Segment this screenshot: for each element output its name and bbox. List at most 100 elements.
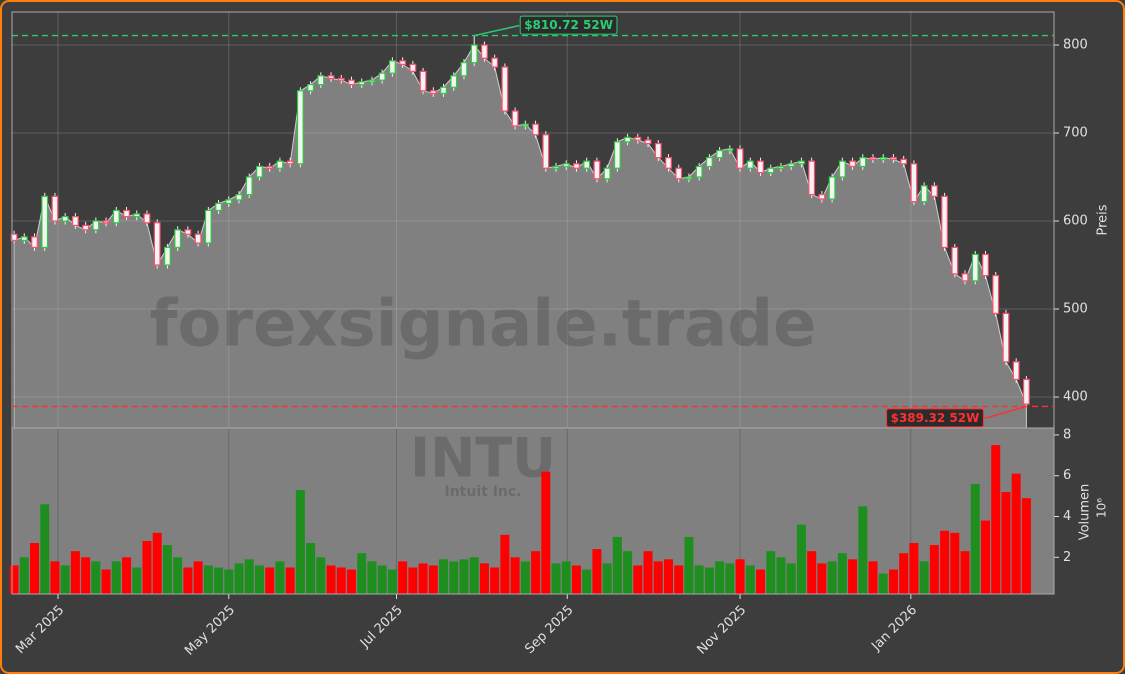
volume-bar xyxy=(766,551,776,594)
volume-bar xyxy=(582,569,592,594)
candle-body xyxy=(562,163,570,168)
volume-y-tick-label: 6 xyxy=(1063,468,1071,483)
volume-bar xyxy=(888,569,898,594)
volume-bar xyxy=(643,551,653,594)
candle-body xyxy=(317,75,325,86)
candle-body xyxy=(777,165,785,169)
volume-bar xyxy=(510,557,520,594)
candle-body xyxy=(123,209,130,218)
candle-body xyxy=(613,141,621,169)
volume-y-tick-label: 4 xyxy=(1063,509,1071,524)
volume-bar xyxy=(602,563,612,594)
ticker-watermark: INTU xyxy=(410,427,556,490)
volume-bar xyxy=(776,557,786,594)
candle-body xyxy=(470,44,478,64)
volume-bar xyxy=(418,563,428,594)
volume-bar xyxy=(878,573,888,594)
candle-body xyxy=(532,123,539,136)
volume-bar xyxy=(203,565,213,594)
volume-bar xyxy=(960,551,970,594)
volume-bar xyxy=(817,563,827,594)
candle-body xyxy=(82,224,90,231)
candle-body xyxy=(215,202,222,212)
volume-bar xyxy=(469,557,479,594)
candle-body xyxy=(460,62,468,77)
volume-bar xyxy=(561,561,571,594)
candle-body xyxy=(10,233,18,241)
volume-bar xyxy=(19,557,29,594)
candle-body xyxy=(143,213,151,224)
volume-y-tick-label: 2 xyxy=(1063,550,1071,565)
volume-bar xyxy=(152,532,162,594)
volume-bar xyxy=(70,551,80,594)
candle-body xyxy=(481,44,488,59)
volume-bar xyxy=(60,565,70,594)
volume-bar xyxy=(81,557,91,594)
volume-bar xyxy=(663,559,673,594)
candle-body xyxy=(450,75,458,88)
volume-bar xyxy=(858,506,868,594)
candle-body xyxy=(726,148,734,152)
volume-bar xyxy=(1011,473,1021,594)
volume-bar xyxy=(132,567,142,594)
volume-bar xyxy=(29,543,39,594)
candle-body xyxy=(644,139,652,145)
y-axis-label: Preis xyxy=(1096,204,1111,235)
volume-bar xyxy=(674,565,684,594)
candle-body xyxy=(552,165,560,169)
candle-body xyxy=(542,134,550,169)
volume-bar xyxy=(684,536,694,594)
annotation-arrow xyxy=(984,405,1027,420)
candle-body xyxy=(798,160,805,165)
candle-body xyxy=(225,199,233,205)
volume-bar xyxy=(531,551,541,594)
volume-bar xyxy=(807,551,817,594)
candle-body xyxy=(685,176,693,180)
volume-bar xyxy=(193,561,203,594)
volume-bar xyxy=(367,561,377,594)
candle-body xyxy=(787,163,795,168)
volume-bar xyxy=(991,445,1001,594)
candle-body xyxy=(174,229,182,249)
candle-body xyxy=(930,185,938,197)
volume-bar xyxy=(50,561,60,594)
candle-body xyxy=(890,157,897,161)
candle-body xyxy=(920,185,928,203)
volume-bar xyxy=(704,567,714,594)
volume-bar xyxy=(142,540,152,594)
candle-body xyxy=(910,163,918,203)
candle-body xyxy=(951,246,959,275)
volume-bar xyxy=(316,557,326,594)
volume-panel-border xyxy=(11,427,1055,595)
volume-bar xyxy=(919,561,929,594)
volume-bar xyxy=(449,561,459,594)
volume-bar xyxy=(9,565,19,594)
candle-body xyxy=(266,165,274,169)
candle-body xyxy=(654,142,662,159)
volume-bar xyxy=(490,567,500,594)
volume-bar xyxy=(285,567,295,594)
volume-bar xyxy=(725,563,735,594)
candle-body xyxy=(1002,312,1010,363)
annotation-label: $389.32 52W xyxy=(891,411,980,425)
candle-body xyxy=(491,57,499,68)
candle-body xyxy=(736,148,744,169)
volume-bar xyxy=(756,569,766,594)
annotation-box xyxy=(519,15,618,35)
volume-bar xyxy=(786,563,796,594)
volume-bar xyxy=(346,569,356,594)
candle-body xyxy=(409,63,417,73)
volume-bar xyxy=(1001,492,1011,594)
volume-bar xyxy=(520,561,530,594)
volume-bar xyxy=(234,563,244,594)
candle-body xyxy=(286,160,294,165)
volume-bar xyxy=(377,565,387,594)
price-layer xyxy=(10,12,1054,429)
candle-body xyxy=(757,160,764,174)
candle-body xyxy=(603,167,611,180)
candle-body xyxy=(900,158,908,165)
candle-body xyxy=(1022,378,1030,405)
candle-body xyxy=(1012,361,1020,381)
volume-offset-label: 10⁶ xyxy=(1095,498,1109,518)
